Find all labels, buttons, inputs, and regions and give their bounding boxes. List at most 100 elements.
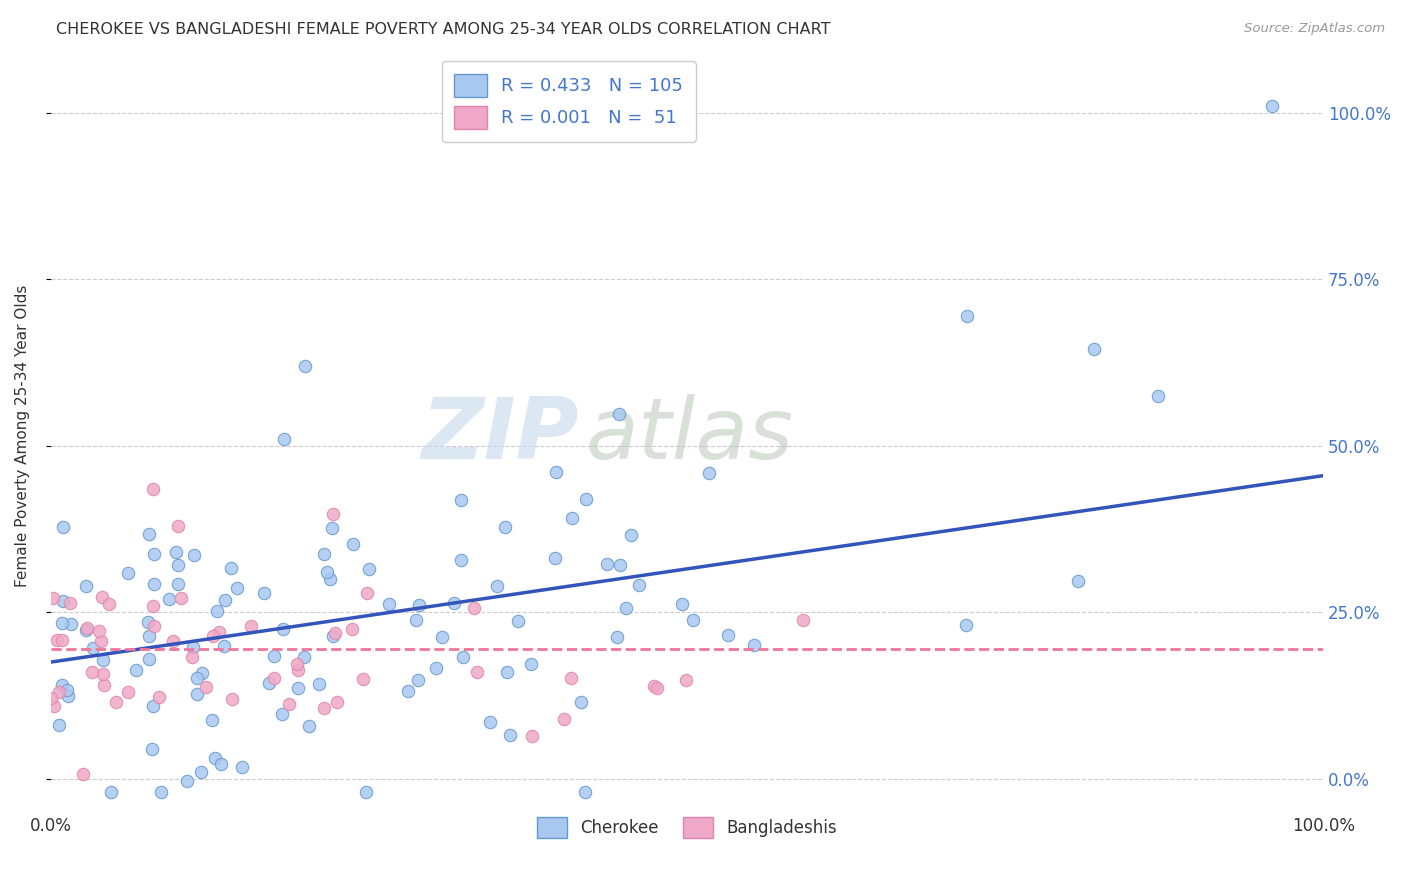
Point (142, 699, 165, 714)
Text: CHEROKEE VS BANGLADESHI FEMALE POVERTY AMONG 25-34 YEAR OLDS CORRELATION CHART: CHEROKEE VS BANGLADESHI FEMALE POVERTY A… (56, 22, 831, 37)
Text: ZIP: ZIP (422, 394, 579, 477)
Point (450, 553, 472, 567)
Point (574, 785, 596, 799)
Point (287, 663, 309, 677)
Point (609, 407, 631, 421)
Point (425, 661, 447, 675)
Point (312, 547, 335, 561)
Point (186, 671, 208, 685)
Point (91, 652, 114, 666)
Point (453, 650, 475, 665)
Point (138, 652, 160, 666)
Point (506, 614, 529, 628)
Point (162, 634, 184, 648)
Point (183, 548, 205, 562)
Point (42, 699, 65, 714)
Point (323, 626, 346, 640)
Point (561, 510, 583, 524)
Point (1146, 389, 1168, 403)
Point (520, 729, 543, 743)
Point (569, 694, 592, 708)
Point (294, 359, 316, 373)
Point (208, 625, 231, 640)
Point (51, 678, 73, 692)
Point (312, 701, 335, 715)
Point (201, 714, 224, 728)
Point (150, 785, 173, 799)
Point (606, 630, 628, 644)
Point (176, 774, 198, 789)
Point (141, 742, 163, 756)
Text: atlas: atlas (585, 394, 793, 477)
Point (51, 520, 73, 534)
Point (165, 545, 187, 559)
Point (316, 566, 339, 580)
Point (465, 665, 488, 679)
Point (253, 586, 276, 600)
Point (494, 520, 516, 534)
Point (143, 577, 166, 591)
Point (52, 594, 75, 608)
Point (91, 666, 114, 681)
Point (620, 527, 643, 541)
Point (186, 688, 208, 702)
Point (352, 672, 374, 686)
Text: Source: ZipAtlas.com: Source: ZipAtlas.com (1244, 22, 1385, 36)
Point (167, 577, 190, 591)
Point (117, 685, 139, 699)
Point (148, 690, 170, 704)
Point (263, 649, 285, 664)
Point (181, 650, 204, 665)
Point (51, 615, 73, 630)
Point (190, 764, 212, 779)
Point (51, 632, 73, 647)
Point (90, 633, 112, 648)
Point (75, 579, 97, 593)
Point (45, 633, 67, 648)
Point (167, 518, 190, 533)
Point (682, 613, 704, 627)
Point (48, 685, 70, 699)
Point (72, 766, 94, 780)
Point (292, 649, 315, 664)
Point (792, 614, 814, 628)
Point (956, 309, 979, 323)
Point (91, 590, 114, 604)
Point (486, 579, 509, 593)
Point (560, 671, 582, 685)
Point (298, 719, 321, 733)
Point (125, 664, 148, 678)
Point (204, 750, 226, 764)
Point (136, 615, 159, 630)
Legend: Cherokee, Bangladeshis: Cherokee, Bangladeshis (530, 810, 844, 845)
Point (93, 678, 115, 692)
Point (396, 684, 419, 698)
Point (209, 757, 232, 772)
Point (214, 593, 236, 607)
Point (432, 630, 454, 644)
Point (157, 592, 180, 607)
Point (322, 629, 344, 643)
Point (76, 621, 98, 635)
Point (443, 596, 465, 610)
Point (194, 680, 217, 694)
Point (495, 665, 517, 679)
Point (1083, 342, 1105, 356)
Point (643, 679, 665, 693)
Point (273, 432, 295, 446)
Point (408, 673, 430, 687)
Point (226, 581, 249, 595)
Point (326, 694, 349, 708)
Point (544, 551, 567, 566)
Point (143, 619, 166, 633)
Point (614, 601, 637, 615)
Point (80, 665, 103, 680)
Point (1066, 574, 1088, 589)
Point (277, 697, 299, 711)
Point (405, 613, 427, 627)
Point (56, 689, 79, 703)
Point (59, 595, 82, 609)
Point (271, 622, 294, 636)
Point (138, 527, 160, 541)
Point (240, 618, 263, 632)
